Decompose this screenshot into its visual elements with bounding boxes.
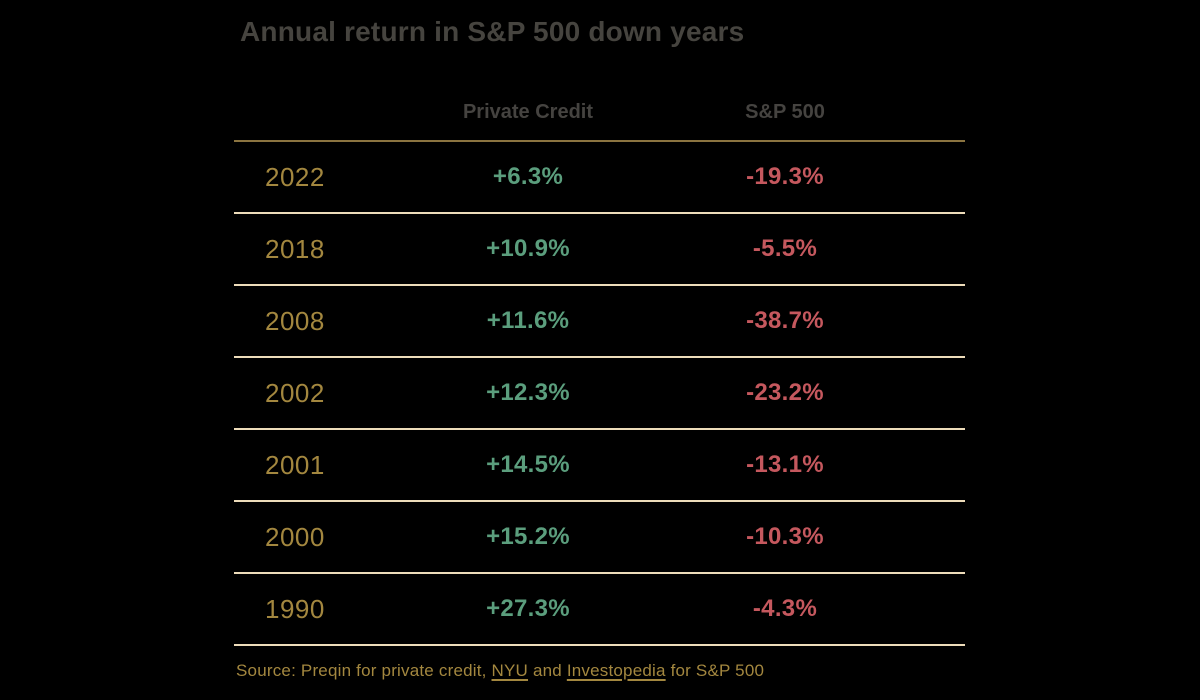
year-label: 1990 bbox=[265, 593, 325, 624]
private-credit-value: +12.3% bbox=[486, 379, 570, 406]
table-row: 2002 +12.3% -23.2% bbox=[234, 358, 965, 430]
sp500-value: -5.5% bbox=[752, 235, 818, 262]
private-credit-value: +14.5% bbox=[486, 451, 570, 478]
source-attribution: Source: Preqin for private credit, NYU a… bbox=[236, 661, 764, 681]
table-row: 2018 +10.9% -5.5% bbox=[234, 214, 965, 286]
year-label: 2022 bbox=[265, 161, 325, 192]
private-credit-value: +15.2% bbox=[486, 523, 570, 550]
year-label: 2018 bbox=[265, 233, 325, 264]
source-text-prefix: Source: Preqin for private credit, bbox=[236, 661, 492, 680]
source-text-suffix: for S&P 500 bbox=[665, 661, 765, 680]
year-label: 2002 bbox=[265, 377, 325, 408]
chart-title: Annual return in S&P 500 down years bbox=[240, 16, 745, 47]
year-label: 2000 bbox=[265, 521, 325, 552]
sp500-value: -10.3% bbox=[746, 523, 824, 550]
table-row: 2001 +14.5% -13.1% bbox=[234, 430, 965, 502]
nyu-link[interactable]: NYU bbox=[491, 661, 529, 680]
sp500-value: -19.3% bbox=[746, 163, 824, 190]
table-row: 1990 +27.3% -4.3% bbox=[234, 574, 965, 646]
sp500-value: -38.7% bbox=[746, 307, 824, 334]
table-header-row: Private Credit S&P 500 bbox=[234, 85, 965, 142]
private-credit-value: +6.3% bbox=[492, 163, 564, 190]
table-row: 2008 +11.6% -38.7% bbox=[234, 286, 965, 358]
source-text-middle: and bbox=[528, 661, 567, 680]
sp500-value: -4.3% bbox=[752, 595, 818, 622]
table-row: 2022 +6.3% -19.3% bbox=[234, 142, 965, 214]
sp500-value: -23.2% bbox=[746, 379, 824, 406]
header-private-credit: Private Credit bbox=[462, 101, 594, 123]
year-label: 2001 bbox=[265, 449, 325, 480]
private-credit-value: +27.3% bbox=[486, 595, 570, 622]
header-sp500: S&P 500 bbox=[745, 101, 825, 123]
sp500-value: -13.1% bbox=[746, 451, 824, 478]
private-credit-value: +11.6% bbox=[486, 307, 570, 334]
investopedia-link[interactable]: Investopedia bbox=[566, 661, 666, 680]
table-row: 2000 +15.2% -10.3% bbox=[234, 502, 965, 574]
private-credit-value: +10.9% bbox=[486, 235, 570, 262]
returns-table: Private Credit S&P 500 2022 +6.3% -19.3%… bbox=[234, 85, 965, 646]
year-label: 2008 bbox=[265, 305, 325, 336]
